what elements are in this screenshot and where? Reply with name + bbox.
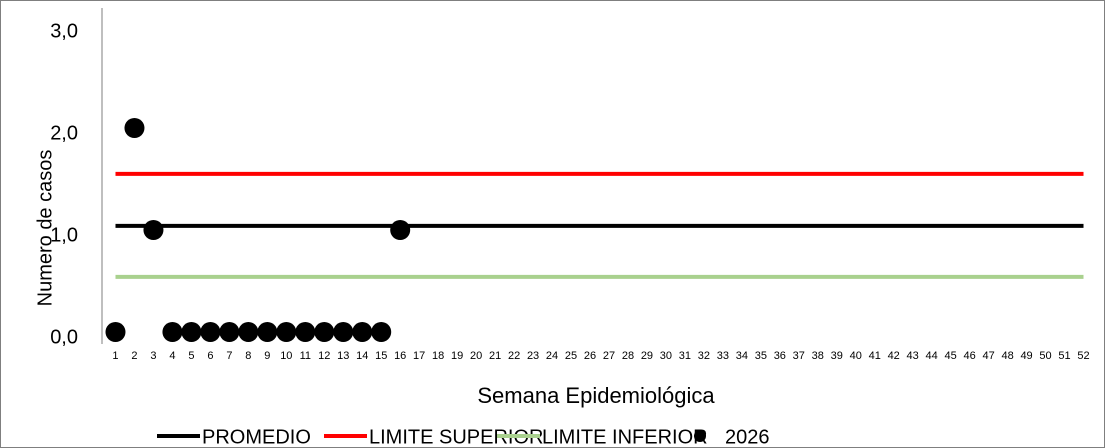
data-point xyxy=(238,322,259,342)
x-tick-label: 32 xyxy=(698,350,710,362)
x-tick-label: 9 xyxy=(264,350,270,362)
x-tick-label: 46 xyxy=(964,350,976,362)
x-tick-label: 5 xyxy=(188,350,194,362)
x-tick-label: 18 xyxy=(432,350,444,362)
x-tick-label: 11 xyxy=(300,350,311,362)
x-tick-label: 23 xyxy=(527,350,539,362)
x-tick-label: 22 xyxy=(508,350,520,362)
legend-label: 2026 xyxy=(725,426,770,448)
x-tick-label: 7 xyxy=(226,350,232,362)
data-point xyxy=(352,322,373,342)
x-tick-label: 3 xyxy=(150,350,156,362)
x-tick-label: 20 xyxy=(470,350,482,362)
x-tick-label: 29 xyxy=(641,350,653,362)
y-axis-title: Numero de casos xyxy=(34,150,56,307)
x-tick-label: 44 xyxy=(926,350,938,362)
x-tick-label: 38 xyxy=(812,350,824,362)
x-tick-label: 30 xyxy=(660,350,672,362)
x-tick-label: 25 xyxy=(565,350,577,362)
x-tick-label: 43 xyxy=(907,350,919,362)
data-point xyxy=(314,322,335,342)
x-tick-label: 37 xyxy=(793,350,805,362)
legend-label: LIMITE SUPERIOR xyxy=(369,426,543,448)
legend-label: LIMITE INFERIOR xyxy=(542,426,708,448)
data-point xyxy=(276,322,297,342)
y-tick-label: 0,0 xyxy=(50,326,78,348)
x-tick-label: 19 xyxy=(451,350,463,362)
x-tick-label: 33 xyxy=(717,350,729,362)
x-tick-label: 6 xyxy=(207,350,213,362)
x-tick-label: 17 xyxy=(413,350,425,362)
y-tick-label: 2,0 xyxy=(50,122,78,144)
x-tick-label: 34 xyxy=(736,350,748,362)
data-point xyxy=(162,322,183,342)
x-tick-label: 41 xyxy=(869,350,881,362)
x-tick-label: 31 xyxy=(679,350,691,362)
x-tick-label: 8 xyxy=(245,350,251,362)
x-tick-label: 35 xyxy=(755,350,767,362)
x-tick-label: 13 xyxy=(337,350,349,362)
x-tick-label: 21 xyxy=(489,350,501,362)
legend-marker xyxy=(694,430,706,442)
x-tick-label: 4 xyxy=(169,350,175,362)
data-point xyxy=(390,220,411,240)
x-tick-label: 24 xyxy=(546,350,558,362)
data-point xyxy=(143,220,164,240)
data-point xyxy=(181,322,202,342)
x-tick-label: 2 xyxy=(131,350,137,362)
x-tick-label: 48 xyxy=(1001,350,1013,362)
x-tick-label: 28 xyxy=(622,350,634,362)
x-tick-label: 45 xyxy=(945,350,957,362)
x-tick-label: 10 xyxy=(280,350,292,362)
x-tick-label: 47 xyxy=(982,350,994,362)
data-point xyxy=(295,322,316,342)
x-axis-title: Semana Epidemiológica xyxy=(477,383,715,408)
x-tick-label: 16 xyxy=(394,350,406,362)
data-point xyxy=(105,322,126,342)
data-point xyxy=(219,322,240,342)
x-tick-label: 52 xyxy=(1077,350,1089,362)
x-tick-label: 36 xyxy=(774,350,786,362)
x-tick-label: 12 xyxy=(318,350,330,362)
x-tick-label: 15 xyxy=(375,350,387,362)
y-tick-label: 1,0 xyxy=(50,224,78,246)
x-tick-label: 51 xyxy=(1058,350,1070,362)
y-tick-label: 3,0 xyxy=(50,20,78,42)
data-point xyxy=(333,322,354,342)
x-tick-label: 1 xyxy=(112,350,118,362)
x-tick-label: 50 xyxy=(1039,350,1051,362)
x-tick-label: 49 xyxy=(1020,350,1032,362)
x-tick-label: 27 xyxy=(603,350,615,362)
x-tick-label: 26 xyxy=(584,350,596,362)
data-point xyxy=(257,322,278,342)
data-point xyxy=(371,322,392,342)
data-point xyxy=(200,322,221,342)
x-tick-label: 40 xyxy=(850,350,862,362)
data-point xyxy=(124,118,145,138)
x-tick-label: 42 xyxy=(888,350,900,362)
legend-label: PROMEDIO xyxy=(202,426,311,448)
x-tick-label: 39 xyxy=(831,350,843,362)
x-tick-label: 14 xyxy=(356,350,368,362)
